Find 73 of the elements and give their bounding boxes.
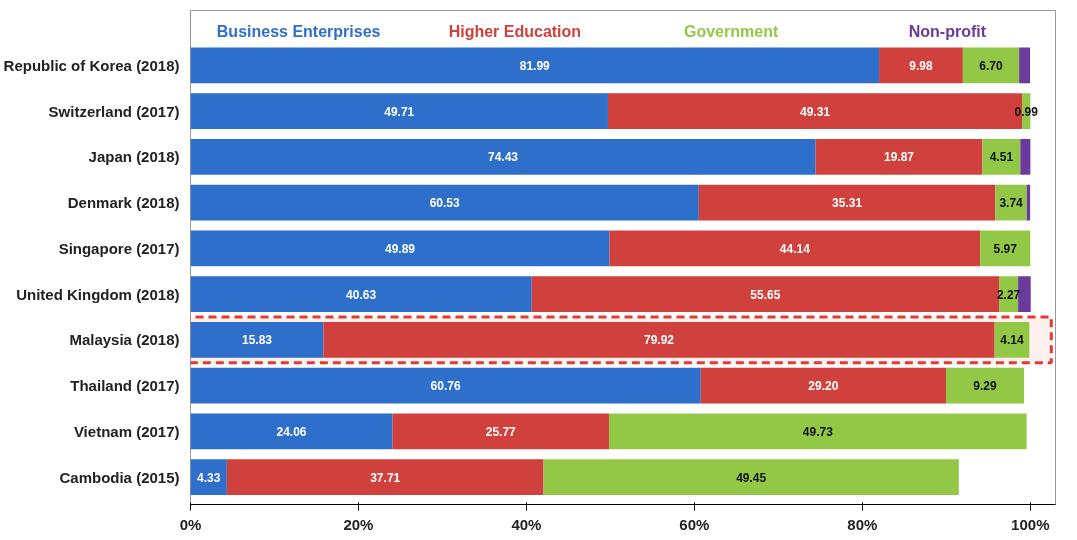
data-label: 25.77 [485,424,517,439]
bar [190,93,608,129]
data-label: 60.76 [430,379,461,394]
data-label: 6.70 [979,58,1004,73]
bar [698,184,996,221]
bar [226,459,544,495]
data-label: 19.87 [883,150,915,165]
data-label: 74.43 [488,150,519,165]
data-label: 37.71 [370,470,401,485]
y-tick-label: Denmark (2018) [67,194,180,212]
bar [543,459,959,495]
y-tick-label: Vietnam (2017) [73,422,180,440]
bar [608,413,1027,450]
data-label: 4.33 [197,470,221,485]
y-tick-label: United Kingdom (2018) [16,285,180,303]
bar [879,47,963,84]
bar [980,230,1031,267]
data-label: 9.29 [973,379,997,394]
bar [962,47,1020,84]
data-label: 0.99 [1014,104,1039,119]
data-label: 55.65 [750,287,781,302]
bar [190,276,532,312]
data-label: 3.74 [999,196,1024,211]
bar [982,139,1021,175]
x-tick-label: 0% [179,515,202,533]
bar [190,47,880,84]
x-tick-label: 60% [679,515,710,533]
data-label: 24.06 [276,424,307,439]
data-label: 49.31 [800,104,831,119]
bar [190,321,324,358]
data-label: 49.73 [802,424,834,439]
bar [700,367,946,404]
bar [815,139,983,175]
bar [190,139,816,175]
data-label: 60.53 [429,196,461,211]
y-tick-label: Republic of Korea (2018) [3,56,180,74]
x-tick-label: 100% [1011,515,1050,533]
data-label: 49.71 [384,104,415,119]
y-tick-label: Japan (2018) [88,148,180,166]
data-label: 49.45 [736,470,767,485]
data-label: 9.98 [909,58,933,73]
bar [190,413,393,450]
x-tick-label: 40% [511,515,542,533]
data-label: 44.14 [779,241,811,256]
x-tick-label: 20% [343,515,374,533]
text: Higher Education [448,23,582,41]
bar [609,230,981,267]
data-label: 79.92 [644,333,675,348]
y-tick-label: Switzerland (2017) [48,102,180,120]
data-label: 4.14 [1000,333,1024,348]
data-label: 35.31 [832,196,863,211]
bar [1020,139,1031,175]
x-tick-label: 80% [847,515,878,533]
bar [190,230,610,267]
y-tick-label: Malaysia (2018) [69,331,180,349]
bar [190,184,699,221]
bar [945,367,1025,404]
series-label: Business Enterprises [216,23,381,41]
data-label: 5.97 [993,241,1018,256]
data-label: 49.89 [384,241,416,256]
text: Government [684,23,779,41]
y-tick-label: Thailand (2017) [70,377,180,395]
data-label: 81.99 [519,58,551,73]
bar [1019,47,1031,84]
y-tick-label: Cambodia (2015) [59,468,180,486]
text: Non-profit [908,23,987,41]
bar [1018,276,1031,312]
data-label: 29.20 [808,379,839,394]
y-tick-label: Singapore (2017) [58,239,180,257]
data-label: 4.51 [989,150,1014,165]
data-label: 15.83 [241,333,273,348]
data-label: 40.63 [346,287,377,302]
bar [392,413,609,450]
